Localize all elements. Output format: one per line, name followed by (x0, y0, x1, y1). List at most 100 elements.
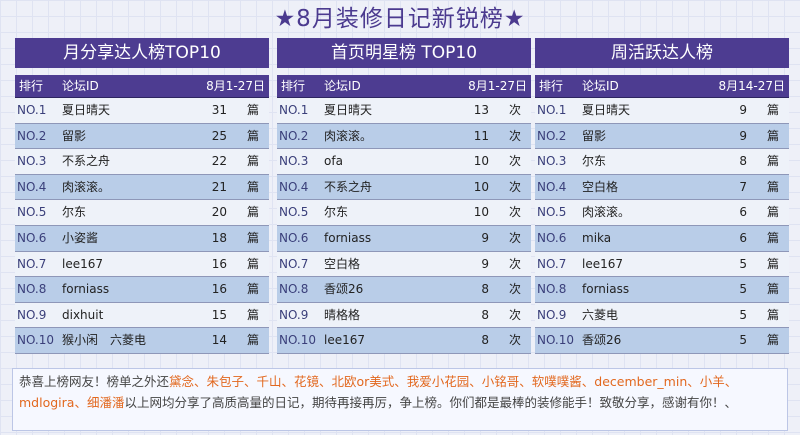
user-name-link[interactable]: 夏日晴天 (62, 103, 111, 117)
user-name-link[interactable]: 夏日晴天 (324, 103, 373, 117)
rank-cell: NO.5 (17, 205, 47, 220)
rank-cell: NO.7 (279, 256, 309, 271)
user-name-link[interactable]: 香颂26 (324, 282, 364, 297)
footer-notice: 恭喜上榜网友！榜单之外还黛念、朱包子、千山、花镜、北欧or美式、我爱小花园、小铭… (12, 368, 788, 431)
rank-cell: NO.6 (17, 230, 47, 245)
count-cell: 14 (211, 333, 227, 348)
leaderboard-2: 首页明星榜 TOP10 排行 论坛ID 8月1-27日 NO.1 夏日晴天 13 次 NO.2 肉… (277, 38, 531, 354)
user-name-link[interactable]: ofa (324, 154, 343, 169)
table-row: NO.10 猴小闲 六菱电 14 篇 (15, 328, 269, 354)
count-cell: 9 (739, 103, 747, 117)
unit-cell: 篇 (246, 103, 259, 117)
board-title: 首页明星榜 TOP10 (277, 38, 531, 68)
unit-cell: 次 (508, 205, 521, 220)
count-cell: 21 (211, 179, 227, 194)
user-name-link[interactable]: 尔东 (62, 205, 87, 220)
table-row: NO.1 夏日晴天 31 篇 (15, 98, 269, 124)
unit-cell: 篇 (246, 154, 259, 169)
page-title: ★8月装修日记新锐榜★ (274, 6, 526, 32)
table-row: NO.3 尔东 8 篇 (535, 149, 789, 175)
user-name-link[interactable]: forniass (324, 230, 372, 245)
user-name-link[interactable]: lee167 (582, 256, 624, 271)
unit-cell: 次 (508, 256, 521, 271)
table-row: NO.4 不系之舟 10 次 (277, 174, 531, 201)
user-name-link[interactable]: mika (582, 230, 612, 245)
user-name-link[interactable]: dixhuit (62, 307, 104, 322)
user-name-link[interactable]: 夏日晴天 (582, 103, 631, 117)
user-name-link[interactable]: 香颂26 (582, 333, 622, 348)
unit-cell: 篇 (766, 205, 779, 220)
user-name-link[interactable]: 空白格 (582, 179, 619, 194)
unit-cell: 篇 (766, 333, 779, 348)
unit-cell: 篇 (246, 205, 259, 220)
unit-cell: 篇 (246, 179, 259, 194)
table-row: NO.7 lee167 16 篇 (15, 251, 269, 278)
rank-cell: NO.6 (537, 230, 567, 245)
table-row: NO.5 尔东 20 篇 (15, 200, 269, 226)
column-header: 排行 论坛ID 8月14-27日 (535, 75, 789, 98)
unit-cell: 篇 (766, 128, 779, 143)
user-name-link[interactable]: 肉滚滚。 (324, 128, 373, 143)
count-cell: 8 (739, 154, 747, 169)
leaderboard-3: 周活跃达人榜 排行 论坛ID 8月14-27日 NO.1 夏日晴天 9 篇 NO.2 留影 9 篇 NO… (535, 38, 789, 354)
table-row: NO.9 六菱电 5 篇 (535, 302, 789, 329)
user-name-link[interactable]: 尔东 (324, 205, 349, 220)
user-name-link[interactable]: 猴小闲 六菱电 (62, 333, 147, 348)
period-header: 8月1-27日 (206, 79, 265, 93)
user-name-link[interactable]: forniass (582, 282, 630, 297)
unit-cell: 次 (508, 282, 521, 297)
user-name-link[interactable]: 晴格格 (324, 307, 361, 322)
user-name-link[interactable]: 六菱电 (582, 307, 619, 322)
user-name-link[interactable]: 空白格 (324, 256, 361, 271)
rank-header: 排行 (539, 79, 564, 93)
footer-honorable-names: 黛念、朱包子、千山、花镜、北欧or美式、我爱小花园、小铭哥、软噗噗酱、decem… (19, 374, 738, 410)
rank-cell: NO.5 (537, 205, 567, 220)
user-name-link[interactable]: 不系之舟 (62, 154, 111, 169)
user-name-link[interactable]: 留影 (582, 128, 607, 143)
count-cell: 16 (211, 256, 227, 271)
user-name-link[interactable]: 肉滚滚。 (582, 205, 631, 220)
count-cell: 15 (211, 307, 227, 322)
count-cell: 5 (739, 307, 747, 322)
table-row: NO.3 ofa 10 次 (277, 149, 531, 175)
footer-message: 以上网均分享了高质高量的日记，期待再接再厉，争上榜。你们都是最棒的装修能手！致敬… (124, 395, 737, 410)
rank-cell: NO.2 (279, 128, 309, 143)
user-name-link[interactable]: 留影 (62, 128, 87, 143)
count-cell: 22 (211, 154, 227, 169)
board-title: 月分享达人榜TOP10 (15, 38, 269, 68)
count-cell: 5 (739, 333, 747, 348)
table-row: NO.2 肉滚滚。 11 次 (277, 123, 531, 150)
user-name-link[interactable]: lee167 (62, 256, 104, 271)
rank-cell: NO.9 (17, 307, 47, 322)
count-cell: 13 (473, 103, 489, 117)
count-cell: 16 (211, 282, 227, 297)
count-cell: 9 (481, 230, 489, 245)
rank-cell: NO.10 (279, 333, 317, 348)
rank-cell: NO.2 (17, 128, 47, 143)
count-cell: 11 (473, 128, 489, 143)
rank-cell: NO.6 (279, 230, 309, 245)
unit-cell: 次 (508, 230, 521, 245)
rank-cell: NO.7 (537, 256, 567, 271)
rank-cell: NO.3 (17, 154, 47, 169)
table-row: NO.8 forniass 5 篇 (535, 277, 789, 303)
count-cell: 10 (473, 179, 489, 194)
rank-cell: NO.9 (537, 307, 567, 322)
column-header: 排行 论坛ID 8月1-27日 (15, 75, 269, 98)
table-row: NO.8 forniass 16 篇 (15, 277, 269, 303)
user-name-link[interactable]: forniass (62, 282, 110, 297)
user-name-link[interactable]: 肉滚滚。 (62, 179, 111, 194)
user-name-link[interactable]: lee167 (324, 333, 366, 348)
table-row: NO.4 肉滚滚。 21 篇 (15, 174, 269, 201)
count-cell: 10 (473, 154, 489, 169)
user-name-link[interactable]: 尔东 (582, 154, 607, 169)
unit-cell: 次 (508, 307, 521, 322)
id-header: 论坛ID (582, 79, 619, 93)
user-name-link[interactable]: 不系之舟 (324, 179, 373, 194)
rank-cell: NO.4 (279, 179, 309, 194)
count-cell: 7 (739, 179, 747, 194)
count-cell: 18 (211, 230, 227, 245)
count-cell: 5 (739, 256, 747, 271)
count-cell: 8 (481, 333, 489, 348)
user-name-link[interactable]: 小姿酱 (62, 230, 99, 245)
